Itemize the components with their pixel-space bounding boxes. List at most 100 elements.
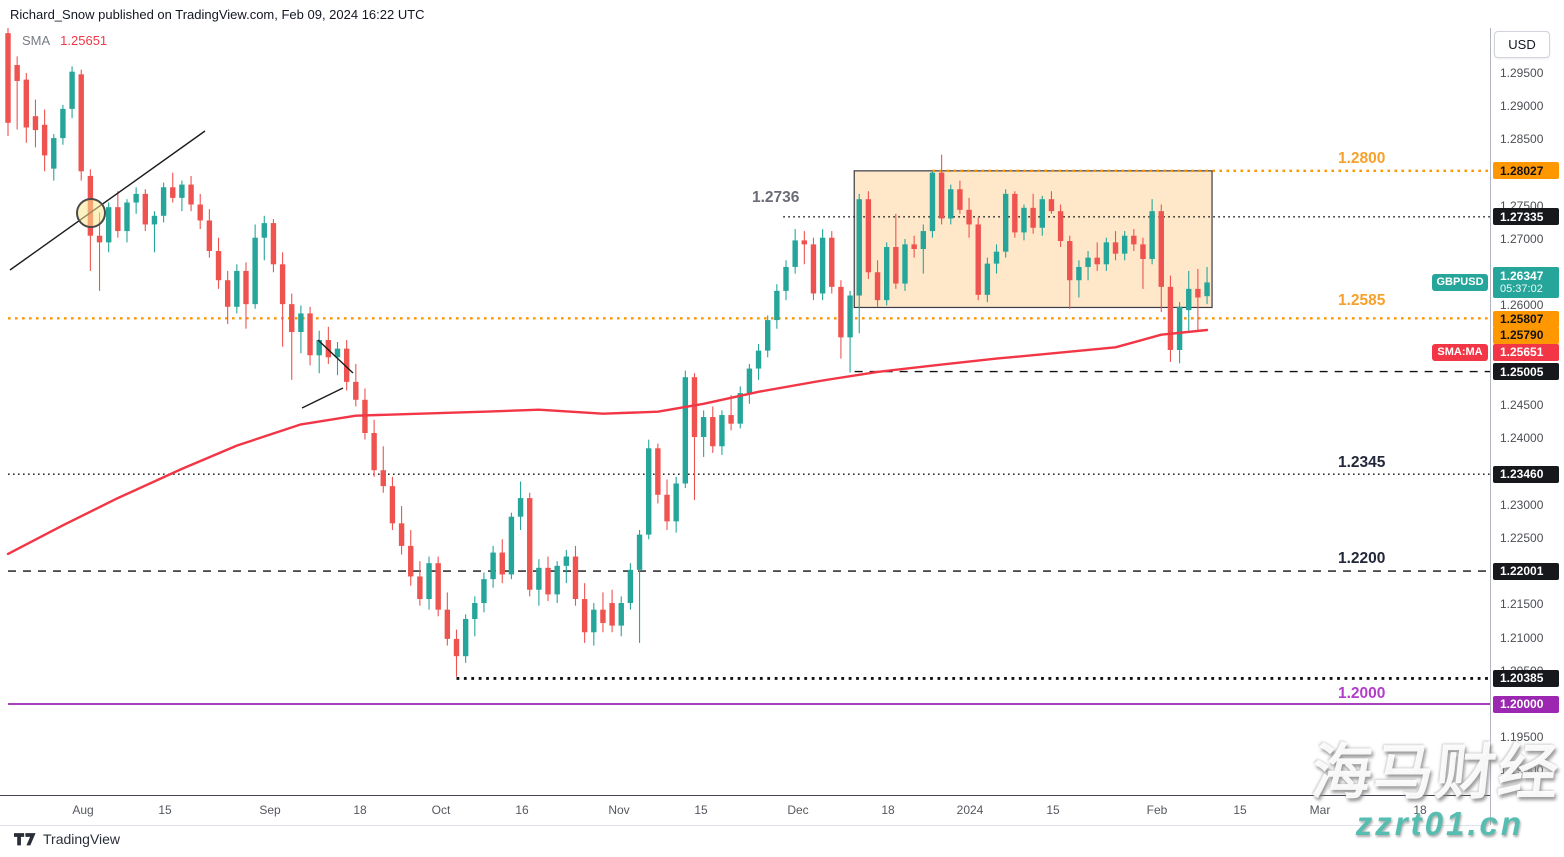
- price-axis-badge-1.27335: 1.27335: [1493, 208, 1559, 226]
- candle-body: [508, 516, 515, 575]
- candle-body: [14, 65, 20, 81]
- candle-body: [78, 74, 84, 172]
- candle-body: [353, 381, 359, 400]
- tradingview-logo-text: TradingView: [43, 831, 121, 847]
- candle-body: [124, 202, 130, 232]
- candle-body: [499, 552, 505, 575]
- candle-body: [517, 498, 524, 517]
- y-axis-tick: 1.22500: [1500, 530, 1544, 545]
- candle-body: [426, 563, 432, 600]
- candle-body: [764, 320, 771, 351]
- x-axis-tick-18: 18: [1413, 803, 1427, 817]
- price-axis[interactable]: 1.295001.290001.285001.275001.270001.265…: [1490, 28, 1564, 825]
- y-axis-tick: 1.23000: [1500, 497, 1544, 512]
- candle-body: [948, 189, 954, 219]
- candle-body: [1176, 306, 1183, 350]
- y-axis-tick: 1.19500: [1500, 730, 1544, 745]
- candle-body: [993, 251, 1000, 264]
- candle-body: [783, 266, 789, 291]
- candle-body: [545, 567, 551, 595]
- candle-body: [1039, 199, 1045, 228]
- candle-body: [1076, 266, 1082, 281]
- y-axis-tick: 1.21000: [1500, 630, 1544, 645]
- candle-body: [252, 237, 258, 305]
- candle-body: [1186, 288, 1192, 311]
- candle-body: [51, 138, 57, 169]
- price-axis-badge-1.20385: 1.20385: [1493, 669, 1559, 687]
- candle-body: [737, 393, 743, 424]
- badge-price: 1.22001: [1500, 564, 1544, 579]
- x-axis-tick-15: 15: [1046, 803, 1060, 817]
- candle-body: [609, 603, 615, 626]
- candle-body: [206, 220, 213, 252]
- price-level-label-1.2200: 1.2200: [1338, 550, 1385, 567]
- candle-body: [710, 417, 716, 447]
- x-axis-tick-16: 16: [515, 803, 529, 817]
- candle-body: [536, 567, 542, 590]
- candle-body: [462, 618, 469, 657]
- candle-body: [838, 286, 844, 338]
- x-axis-tick-18: 18: [881, 803, 895, 817]
- candle-body: [664, 494, 670, 522]
- candle-body: [179, 184, 185, 198]
- badge-price: 1.25807: [1500, 312, 1544, 326]
- candle-body: [435, 563, 441, 610]
- publish-title: Richard_Snow published on TradingView.co…: [10, 7, 425, 22]
- candle-body: [160, 187, 167, 216]
- x-axis-tick-18: 18: [353, 803, 367, 817]
- price-level-label-1.2345: 1.2345: [1338, 454, 1386, 471]
- candle-body: [902, 244, 908, 284]
- candle-body: [343, 348, 350, 382]
- candle-body: [215, 251, 222, 281]
- y-axis-tick: 1.27000: [1500, 232, 1544, 247]
- time-axis[interactable]: Aug 15 Sep 18 Oct 16 Nov 15 Dec 18 2024 15 Feb 15 Mar 1…: [0, 795, 1490, 826]
- y-axis-tick: 1.29500: [1500, 66, 1544, 80]
- candle-body: [1085, 257, 1091, 267]
- candle-body: [188, 184, 194, 205]
- price-axis-badge-1.23460: 1.23460: [1493, 465, 1559, 483]
- pennant-line-1: [317, 339, 354, 374]
- candle-body: [261, 223, 267, 238]
- candle-body: [417, 576, 423, 600]
- candle-body: [490, 552, 496, 580]
- badge-price: 1.28027: [1500, 163, 1544, 178]
- candle-body: [865, 199, 872, 273]
- candle-body: [847, 295, 853, 338]
- candle-body: [572, 556, 579, 600]
- candle-body: [270, 223, 277, 265]
- candle-body: [810, 244, 817, 294]
- candle-body: [1112, 242, 1119, 254]
- candle-body: [856, 199, 862, 296]
- candle-body: [975, 224, 981, 295]
- candle-body: [1021, 207, 1027, 233]
- candle-body: [618, 603, 624, 626]
- candle-body: [691, 377, 698, 437]
- candle-body: [755, 350, 762, 369]
- pennant-line-2: [301, 387, 344, 409]
- x-axis-tick-15: 15: [1233, 803, 1247, 817]
- candle-body: [380, 470, 386, 487]
- candle-body: [1121, 235, 1128, 254]
- price-chart[interactable]: 1.2800 1.2736 1.2585 1.2345 1.2200 1.2000: [0, 0, 1490, 857]
- x-axis-tick-Sep: Sep: [259, 803, 281, 817]
- x-axis-tick-Oct: Oct: [431, 803, 451, 817]
- price-axis-badge-1.28027: 1.28027: [1493, 162, 1559, 180]
- candle-body: [316, 340, 322, 356]
- tradingview-logo[interactable]: TradingView: [14, 831, 120, 847]
- indicator-legend[interactable]: SMA 1.25651: [22, 33, 107, 48]
- candle-body: [1094, 257, 1100, 265]
- price-axis-badge-1.22001: 1.22001: [1493, 562, 1559, 580]
- y-axis-tick: 1.24500: [1500, 398, 1544, 413]
- price-level-label-1.2736: 1.2736: [752, 189, 800, 206]
- currency-toggle-button[interactable]: USD: [1494, 31, 1550, 58]
- candle-body: [5, 33, 11, 123]
- price-axis-badge-1.25005: 1.25005: [1493, 363, 1559, 381]
- x-axis-tick-15: 15: [158, 803, 172, 817]
- price-axis-badge-1.26347: 1.26347 05:37:02: [1493, 266, 1559, 298]
- candle-body: [829, 237, 835, 287]
- candle-body: [1057, 211, 1064, 242]
- consolidation-box: [853, 170, 1213, 309]
- candle-body: [23, 79, 30, 128]
- axis-tag-SMA:MA: SMA:MA: [1432, 343, 1488, 361]
- x-axis-tick-2024: 2024: [956, 803, 984, 817]
